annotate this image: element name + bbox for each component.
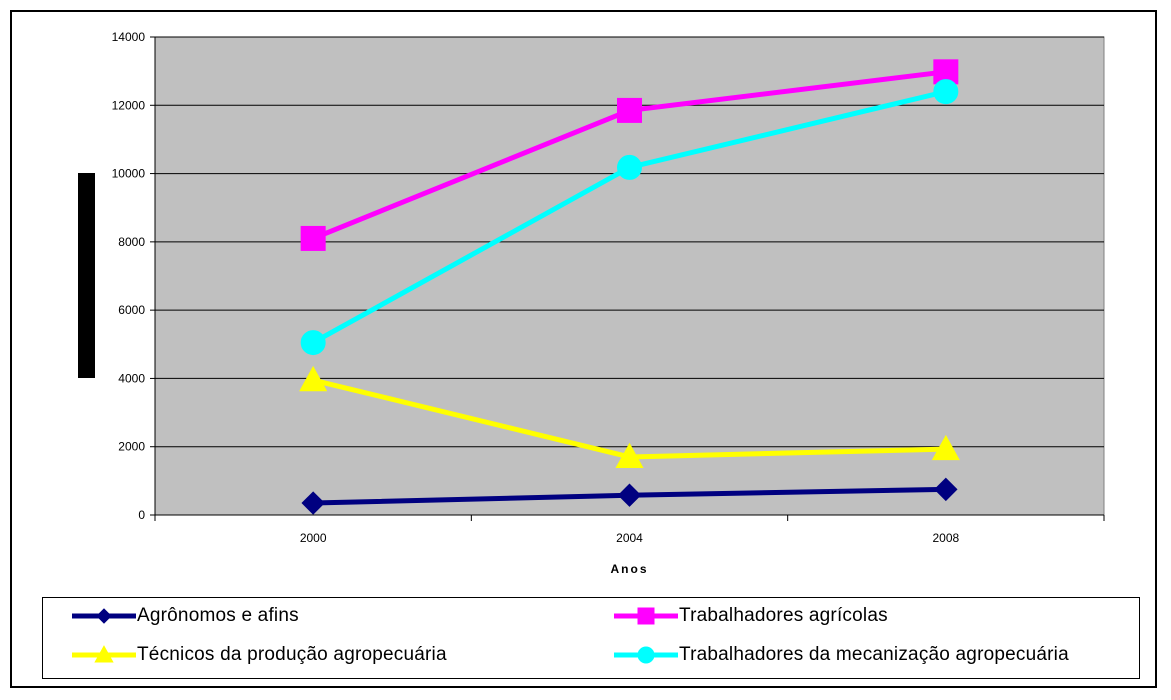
y-tick-label: 10000 bbox=[112, 167, 146, 181]
legend-item: Trabalhadores da mecanização agropecuári… bbox=[613, 640, 1069, 670]
data-point-circle bbox=[300, 330, 326, 356]
data-point-triangle bbox=[931, 434, 960, 461]
data-point-square bbox=[617, 97, 642, 123]
legend-label: Trabalhadores da mecanização agropecuári… bbox=[679, 644, 1069, 665]
y-tick-label: 0 bbox=[138, 508, 145, 522]
data-point-diamond bbox=[301, 491, 325, 515]
x-tick-label: 2000 bbox=[300, 531, 327, 545]
y-tick-label: 12000 bbox=[112, 98, 146, 112]
data-point-triangle bbox=[299, 365, 328, 392]
legend-label: Técnicos da produção agropecuária bbox=[137, 644, 447, 665]
y-tick-label: 4000 bbox=[118, 371, 145, 385]
y-tick-label: 8000 bbox=[118, 235, 145, 249]
legend-swatch-marker bbox=[96, 608, 112, 624]
series-markers bbox=[299, 59, 960, 515]
data-point-square bbox=[300, 225, 326, 251]
y-tick-label: 14000 bbox=[112, 30, 146, 44]
legend-item: Trabalhadores agrícolas bbox=[613, 601, 888, 631]
legend-swatch bbox=[614, 607, 678, 625]
legend-label: Agrônomos e afins bbox=[137, 605, 299, 626]
data-point-diamond bbox=[934, 477, 958, 502]
chart-frame bbox=[10, 10, 1157, 688]
data-point-diamond bbox=[617, 483, 642, 507]
legend-label: Trabalhadores agrícolas bbox=[679, 605, 888, 626]
legend-swatch bbox=[614, 646, 678, 664]
legend-swatch bbox=[72, 645, 136, 663]
x-tick-label: 2004 bbox=[616, 531, 643, 545]
legend: Agrônomos e afins Trabalhadores agrícolas… bbox=[42, 597, 1140, 679]
y-axis-label-redacted bbox=[78, 173, 95, 378]
legend-swatch-marker bbox=[637, 646, 655, 664]
data-point-triangle bbox=[615, 442, 644, 469]
legend-swatch-marker bbox=[637, 607, 655, 625]
legend-item: Técnicos da produção agropecuária bbox=[71, 640, 447, 670]
x-tick-label: 2008 bbox=[932, 531, 959, 545]
y-tick-label: 2000 bbox=[118, 440, 145, 454]
legend-item: Agrônomos e afins bbox=[71, 601, 299, 631]
axes bbox=[150, 36, 1105, 521]
legend-swatch bbox=[72, 608, 136, 624]
tick-labels: 0 2000 4000 6000 8000 10000 12000 14000 2000 2004… bbox=[112, 30, 960, 545]
legend-swatch-marker bbox=[94, 645, 114, 663]
y-tick-label: 6000 bbox=[118, 303, 145, 317]
data-point-circle bbox=[933, 79, 959, 105]
data-point-circle bbox=[617, 154, 642, 180]
x-axis-title: Anos bbox=[611, 562, 649, 576]
